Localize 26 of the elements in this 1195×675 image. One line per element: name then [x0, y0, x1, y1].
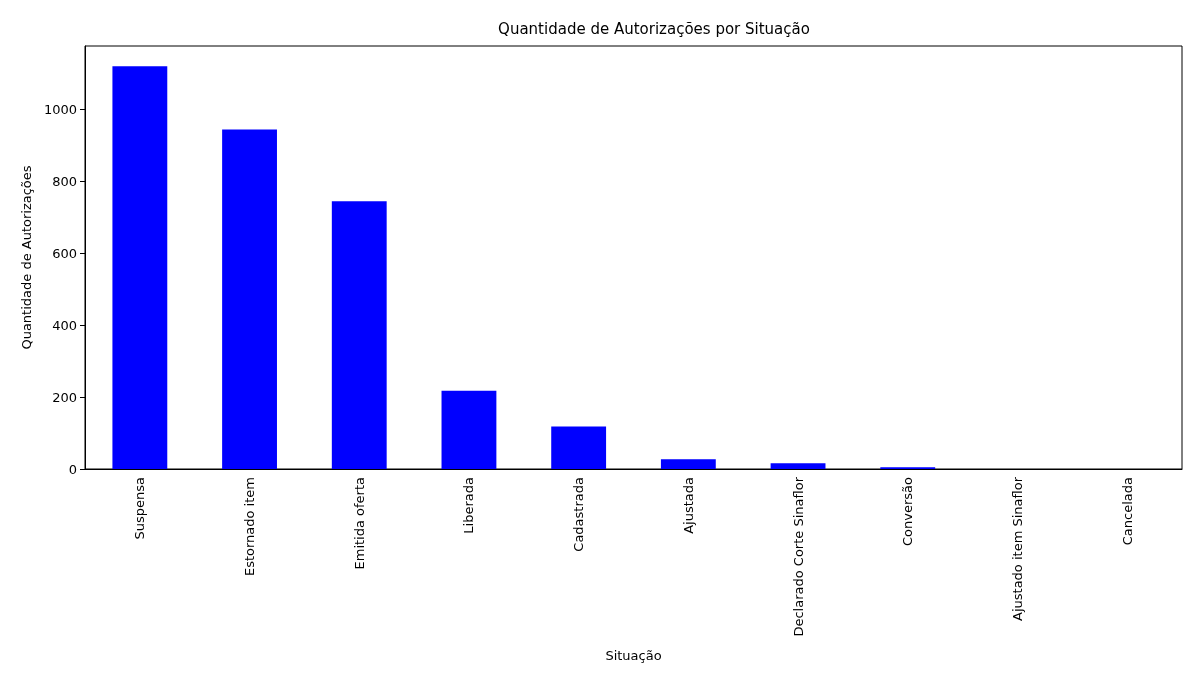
y-tick-label: 1000: [43, 102, 77, 118]
bar: [331, 201, 387, 469]
bar: [441, 390, 497, 469]
x-tick-label: Declarado Corte Sinaflor: [790, 476, 806, 637]
x-tick-label: Liberada: [461, 477, 477, 534]
y-tick-label: 600: [52, 245, 77, 261]
y-tick-label: 0: [68, 461, 77, 477]
x-tick-label: Ajustado item Sinaflor: [1009, 476, 1025, 621]
y-tick-label: 800: [52, 173, 77, 189]
bar: [222, 129, 277, 469]
chart-title: Quantidade de Autorizações por Situação: [498, 19, 810, 38]
y-tick-label: 400: [52, 317, 77, 333]
bar: [660, 459, 716, 469]
x-tick-label: Suspensa: [132, 477, 148, 540]
x-tick-label: Estornado item: [242, 477, 258, 577]
x-tick-label: Cancelada: [1119, 477, 1135, 546]
x-axis-title: Situação: [605, 648, 662, 663]
bar: [551, 426, 607, 469]
x-tick-label: Conversão: [900, 476, 916, 546]
y-tick-label: 200: [52, 389, 77, 405]
bar: [112, 66, 168, 469]
x-tick-label: Ajustada: [680, 477, 696, 534]
bar: [770, 463, 826, 469]
y-axis-title: Quantidade de Autorizações: [19, 165, 35, 350]
x-tick-label: Emitida oferta: [351, 477, 367, 570]
x-tick-label: Cadastrada: [571, 477, 587, 552]
